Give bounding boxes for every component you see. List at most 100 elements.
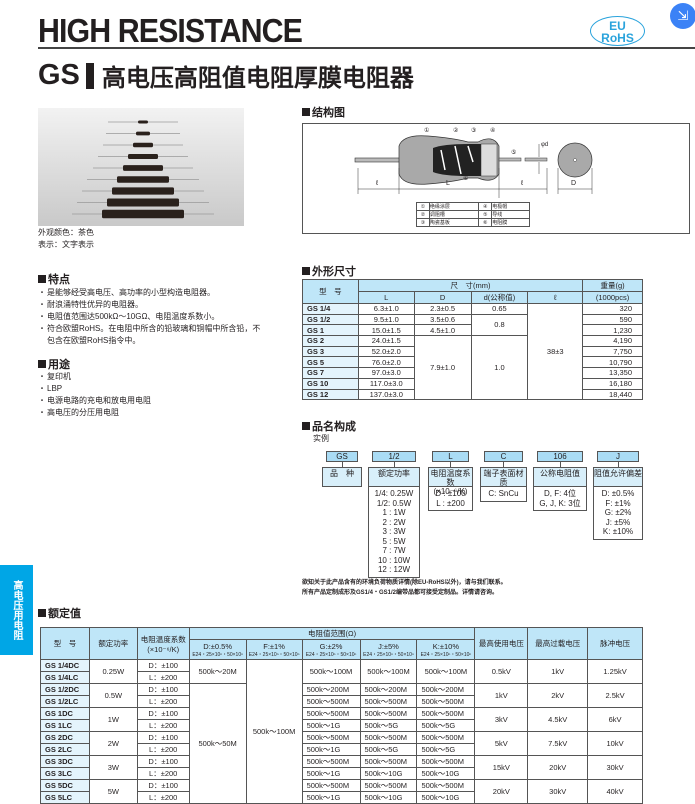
feature-item: 符合欧盟RoHS。在电阻中所含的铅玻璃和铜帽中所含铅，不包含在欧盟RoHS指令中…: [38, 323, 268, 347]
resistor-body: [128, 153, 158, 160]
partnumber-block: C 端子表面材质 C: SnCu: [480, 451, 527, 502]
table-cell: 电阻值范围(Ω): [188, 627, 476, 640]
structure-heading: 结构图: [302, 104, 345, 120]
table-cell: 500k～500M: [416, 755, 476, 768]
table-cell: GS 3DC: [40, 755, 90, 768]
table-cell: 2.5kV: [587, 683, 643, 708]
partnumber-heading-text: 品名构成: [312, 421, 356, 433]
table-cell: 1kV: [474, 683, 529, 708]
table-cell: 3.5±0.6: [413, 313, 472, 326]
table-cell: D：±100: [136, 755, 190, 768]
uses-list: 复印机 LBP 电源电路的充电和放电用电阻 高电压的分压用电阻: [38, 371, 151, 419]
table-cell: GS 3LC: [40, 767, 90, 780]
table-row: GS 1/2DC 0.5W D：±100 500k～50M 500k～200M 500k～…: [40, 683, 643, 804]
connector: [617, 462, 619, 467]
table-cell: 5W: [88, 779, 138, 804]
table-cell: ⑥: [478, 218, 493, 227]
partnumber-label: 额定功率: [368, 467, 420, 487]
table-cell: GS 1: [302, 324, 359, 337]
dim-lead-diameter: φd: [541, 142, 549, 148]
table-cell: L：±200: [136, 719, 190, 732]
use-item: LBP: [38, 383, 151, 395]
color-label: 外观颜色：茶色: [38, 228, 94, 237]
translate-icon[interactable]: ⇲: [670, 3, 695, 29]
table-cell: 电极帽: [491, 202, 530, 211]
table-cell: D：±100: [136, 707, 190, 720]
table-cell: GS 2: [302, 335, 359, 347]
table-cell: GS 1/2LC: [40, 695, 90, 708]
connector: [341, 462, 343, 467]
table-cell: 500k～10G: [416, 767, 476, 780]
table-cell: D：±100: [136, 779, 190, 792]
table-cell: 3W: [88, 755, 138, 780]
table-cell: 15.0±1.5: [357, 324, 415, 337]
rohs-line1: EU: [609, 19, 626, 33]
uses-heading: 用途: [38, 356, 70, 372]
table-cell: 4.5±1.0: [413, 324, 472, 337]
table-cell: 7,750: [582, 345, 643, 358]
table-cell: 1kV: [527, 659, 589, 684]
partnumber-block: L 电阻温度系数 (×10⁻⁶/K) D : ±100 L : ±200: [428, 451, 473, 511]
use-item: 复印机: [38, 371, 151, 383]
resistor-body: [138, 120, 148, 124]
table-cell: 电阻膜: [491, 218, 530, 227]
category-tab[interactable]: 高电压用电阻: [0, 565, 33, 655]
table-cell: 30kV: [527, 779, 589, 804]
table-cell: 3kV: [474, 707, 529, 732]
partnumber-code: 106: [537, 451, 583, 462]
table-cell: 320: [582, 303, 643, 315]
partnumber-block: 1/2 额定功率 1/4: 0.25W 1/2: 0.5W 1 : 1W 2 : 2W 3 …: [368, 451, 420, 578]
table-cell: 500k～500M: [301, 779, 361, 792]
resistor-body: [102, 209, 184, 219]
table-row: GS 1DC 1W D：±100 500k～500M 500k～500M 500k～500…: [40, 707, 643, 732]
table-cell: GS 1/2DC: [40, 683, 90, 696]
partnumber-block: GS 品 种: [322, 451, 362, 487]
feature-item: 是能够经受高电压、高功率的小型构造电阻器。: [38, 287, 268, 299]
resistor-body: [112, 187, 174, 195]
table-row: GS 1/4 6.3±1.0 2.3±0.5 0.65 38±3 320: [302, 302, 643, 401]
rohs-line2: RoHS: [601, 31, 634, 45]
table-cell: 0.65: [470, 303, 529, 315]
table-cell: 型 号: [302, 279, 359, 304]
table-cell: 500k～500M: [359, 707, 418, 720]
table-cell: 绝缘涂层: [428, 202, 480, 211]
table-cell: ③: [416, 218, 430, 227]
table-cell: 7.9±1.0: [413, 335, 472, 401]
table-cell: 500k～200M: [416, 683, 476, 696]
resistor-body: [133, 142, 153, 148]
table-cell: 500k～500M: [301, 731, 361, 744]
table-cell: 1.0: [470, 335, 529, 401]
resistor-body: [136, 131, 150, 136]
table-cell: F:±1% E24・25×10ⁿ・50×10ⁿ: [245, 639, 303, 660]
example-label: 实例: [313, 434, 329, 443]
table-cell: GS 2DC: [40, 731, 90, 744]
table-cell: 500k～1G: [301, 767, 361, 780]
partnumber-options: D, F: 4位 G, J, K: 3位: [533, 487, 587, 511]
table-row: GS 1/4DC 0.25W D：±100 500k～20M 500k～100M 500k…: [40, 659, 643, 804]
table-cell: GS 2LC: [40, 743, 90, 756]
page-title: HIGH RESISTANCE: [38, 12, 303, 49]
table-cell: 500k～10G: [416, 791, 476, 804]
table-cell: 1W: [88, 707, 138, 732]
table-cell: 117.0±3.0: [357, 377, 415, 390]
table-cell: 30kV: [587, 755, 643, 780]
table-cell: 电阻温度系数 (×10⁻⁶/K): [136, 627, 190, 660]
table-cell: 陶瓷基板: [428, 218, 480, 227]
table-cell: 18,440: [582, 388, 643, 401]
table-cell: ⑤: [478, 210, 493, 219]
table-cell: 500k～20M: [188, 659, 247, 684]
resistor-body: [107, 198, 179, 207]
table-cell: 500k～500M: [416, 707, 476, 720]
table-row: GS 5DC 5W D：±100 500k～500M 500k～500M 500k～500…: [40, 779, 643, 804]
table-cell: 2.3±0.5: [413, 303, 472, 315]
table-cell: 10,790: [582, 356, 643, 369]
table-cell: GS 5LC: [40, 791, 90, 804]
table-cell: 500k～500M: [416, 695, 476, 708]
partnumber-label: 阻值允许偏差: [593, 467, 643, 487]
table-row: GS 1 15.0±1.5 4.5±1.0 1,230: [302, 324, 643, 337]
table-cell: L：±200: [136, 695, 190, 708]
connector: [503, 462, 504, 467]
table-cell: 0.5kV: [474, 659, 529, 684]
table-cell: GS 1/4: [302, 303, 359, 315]
table-cell: 500k～50M: [188, 683, 247, 804]
